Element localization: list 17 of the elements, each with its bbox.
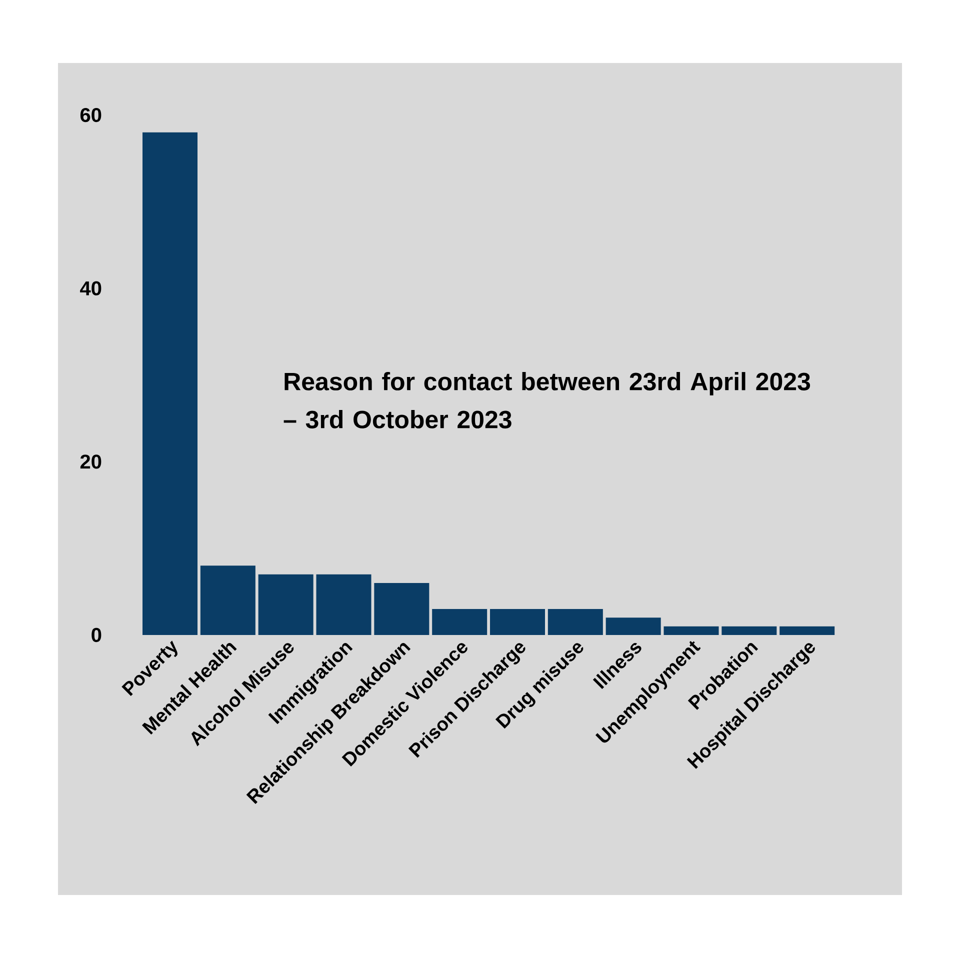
- bar: [722, 626, 777, 635]
- bar: [142, 132, 198, 635]
- bar: [374, 583, 430, 635]
- y-tick-label: 40: [80, 281, 102, 296]
- bar: [490, 609, 545, 635]
- bar: [548, 609, 603, 635]
- bar: [780, 626, 835, 635]
- y-tick-label: 0: [92, 628, 102, 642]
- y-tick-label: 60: [80, 108, 102, 122]
- bar: [316, 574, 372, 635]
- bar: [432, 609, 488, 635]
- text: Reason for contact between 23rd April 2023 – 3rd October 2023: [284, 372, 810, 428]
- bar: [258, 574, 314, 635]
- bar: [200, 566, 256, 635]
- bar: [664, 626, 719, 635]
- y-tick-label: 20: [80, 454, 102, 469]
- bar: [606, 618, 661, 635]
